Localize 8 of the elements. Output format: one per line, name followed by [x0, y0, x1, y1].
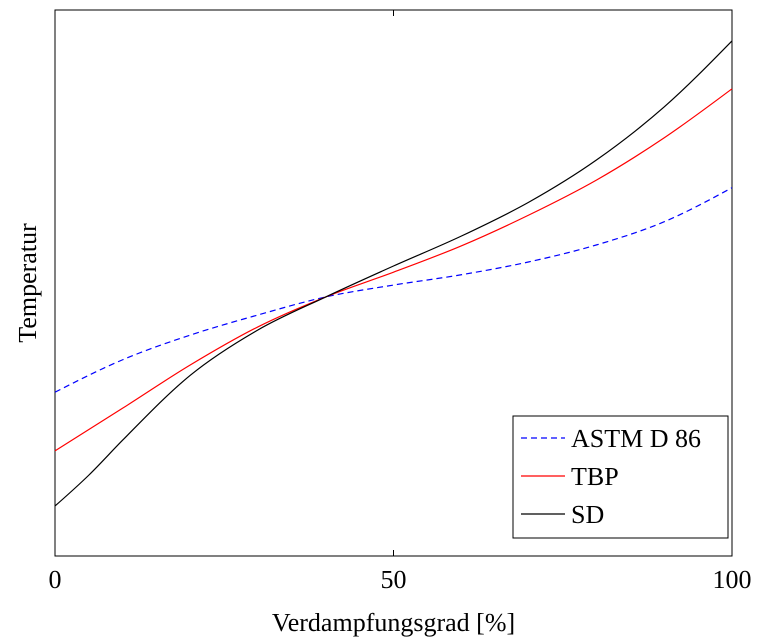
y-axis-title: Temperatur [13, 222, 42, 343]
x-tick-label: 0 [48, 565, 62, 594]
legend-label: TBP [571, 462, 619, 491]
x-axis-title: Verdampfungsgrad [%] [272, 608, 516, 637]
x-tick-label: 50 [380, 565, 406, 594]
legend-label: SD [571, 500, 604, 529]
x-tick-label: 100 [712, 565, 752, 594]
legend-label: ASTM D 86 [571, 424, 702, 453]
